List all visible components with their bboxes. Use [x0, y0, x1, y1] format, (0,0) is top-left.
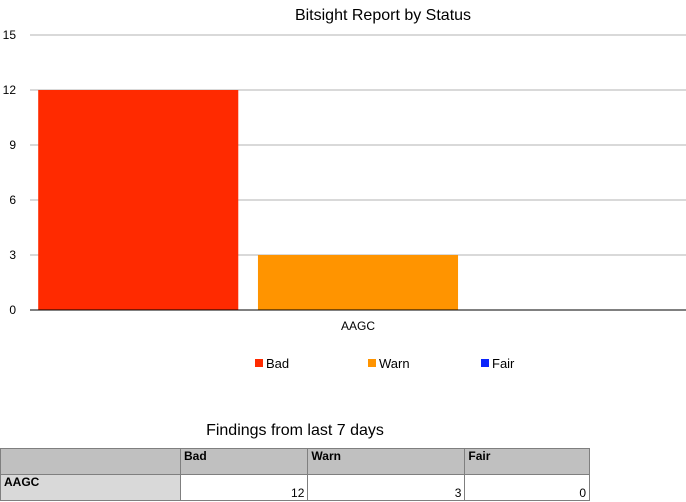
table-title: Findings from last 7 days [206, 422, 384, 439]
chart-legend: Bad Warn Fair [255, 356, 515, 371]
column-header-blank [0, 448, 181, 475]
y-tick-label: 6 [9, 193, 16, 207]
chart-title: Bitsight Report by Status [295, 7, 471, 24]
findings-table: Bad Warn Fair AAGC 12 3 0 [0, 448, 590, 501]
legend-label: Bad [266, 356, 289, 371]
y-tick-label: 0 [9, 303, 16, 317]
y-tick-label: 9 [9, 138, 16, 152]
column-header-bad: Bad [179, 448, 309, 475]
y-tick-label: 3 [9, 248, 16, 262]
column-header-fair: Fair [464, 448, 590, 475]
y-tick-label: 15 [3, 28, 17, 42]
cell-warn: 3 [307, 474, 466, 501]
cell-fair: 0 [464, 474, 590, 501]
column-header-warn: Warn [307, 448, 466, 475]
bar-warn [257, 255, 459, 310]
legend-swatch [368, 359, 376, 367]
y-axis-ticks: 0 3 6 9 12 15 [3, 28, 17, 317]
x-axis-ticks: AAGC [341, 319, 375, 333]
x-tick-label: AAGC [341, 319, 375, 333]
chart-bars [38, 90, 459, 310]
legend-label: Fair [492, 356, 515, 371]
bar-bad [38, 90, 239, 310]
table-row: AAGC 12 3 0 [0, 474, 590, 501]
legend-swatch [255, 359, 263, 367]
legend-swatch [481, 359, 489, 367]
cell-bad: 12 [179, 474, 309, 501]
y-tick-label: 12 [3, 83, 17, 97]
row-label: AAGC [0, 474, 181, 501]
legend-label: Warn [379, 356, 410, 371]
table-header-row: Bad Warn Fair [0, 448, 590, 475]
